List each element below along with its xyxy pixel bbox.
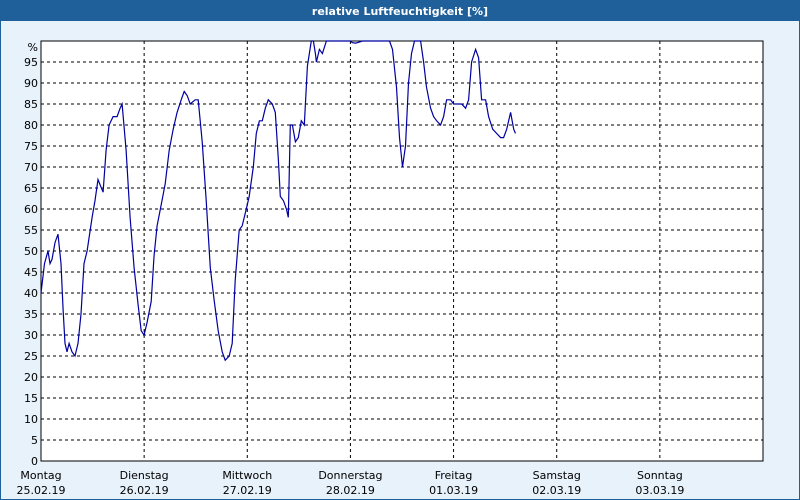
y-tick-label: 80: [24, 119, 38, 132]
x-tick-date: 28.02.19: [326, 484, 375, 497]
chart-title: relative Luftfeuchtigkeit [%]: [1, 1, 799, 21]
x-tick-day: Samstag: [533, 469, 581, 482]
x-tick-day: Sonntag: [637, 469, 683, 482]
y-tick-label: 50: [24, 245, 38, 258]
y-tick-label: 55: [24, 224, 38, 237]
x-tick-day: Freitag: [435, 469, 473, 482]
x-tick-day: Donnerstag: [318, 469, 382, 482]
x-tick-date: 02.03.19: [532, 484, 581, 497]
y-tick-label: 20: [24, 371, 38, 384]
x-tick-date: 26.02.19: [120, 484, 169, 497]
y-tick-label: 10: [24, 413, 38, 426]
x-tick-date: 27.02.19: [223, 484, 272, 497]
y-tick-label: 85: [24, 98, 38, 111]
y-tick-label: 90: [24, 77, 38, 90]
y-tick-label: 0: [31, 455, 38, 468]
y-tick-label: 40: [24, 287, 38, 300]
x-tick-day: Montag: [20, 469, 61, 482]
y-tick-label: 45: [24, 266, 38, 279]
y-tick-label: 25: [24, 350, 38, 363]
y-unit-label: %: [28, 41, 38, 54]
x-tick-date: 25.02.19: [17, 484, 66, 497]
y-tick-label: 60: [24, 203, 38, 216]
x-tick-date: 03.03.19: [635, 484, 684, 497]
y-tick-label: 75: [24, 140, 38, 153]
x-tick-date: 01.03.19: [429, 484, 478, 497]
y-tick-label: 30: [24, 329, 38, 342]
x-tick-day: Dienstag: [120, 469, 169, 482]
humidity-series-line: [40, 40, 517, 362]
y-tick-label: 70: [24, 161, 38, 174]
y-tick-label: 5: [31, 434, 38, 447]
y-tick-label: 95: [24, 56, 38, 69]
y-tick-label: 15: [24, 392, 38, 405]
y-tick-label: 35: [24, 308, 38, 321]
x-tick-day: Mittwoch: [222, 469, 272, 482]
y-tick-label: 65: [24, 182, 38, 195]
plot-border: [40, 40, 764, 462]
